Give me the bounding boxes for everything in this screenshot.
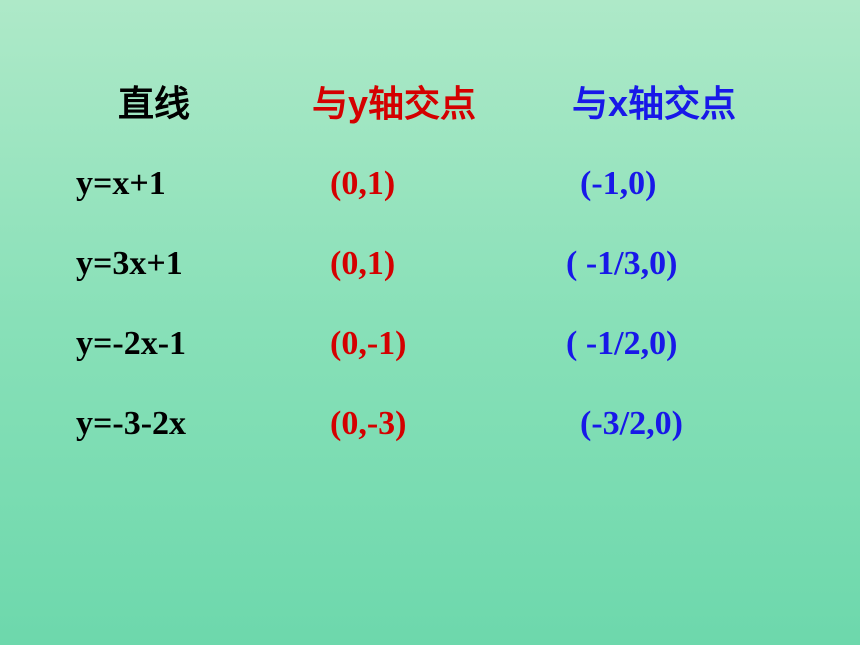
y-intercept-value: (0,1) bbox=[300, 165, 395, 202]
intercepts-table: 直线 与y轴交点 与x轴交点 y=x+1 (0,1) (-1,0) y=3x+1… bbox=[70, 75, 810, 485]
line-equation: y=-2x-1 bbox=[70, 325, 186, 362]
x-intercept-value: (-3/2,0) bbox=[560, 405, 683, 442]
x-intercept-value: ( -1/3,0) bbox=[560, 245, 677, 282]
x-intercept-value: ( -1/2,0) bbox=[560, 325, 677, 362]
table-row: y=-3-2x (0,-3) (-3/2,0) bbox=[70, 405, 810, 443]
line-equation: y=-3-2x bbox=[70, 405, 186, 442]
y-intercept-value: (0,-1) bbox=[300, 325, 406, 362]
y-intercept-value: (0,1) bbox=[300, 245, 395, 282]
line-equation: y=3x+1 bbox=[70, 245, 183, 282]
header-y-intercept: 与y轴交点 bbox=[300, 83, 476, 124]
y-intercept-value: (0,-3) bbox=[300, 405, 406, 442]
table-header-row: 直线 与y轴交点 与x轴交点 bbox=[70, 75, 810, 127]
x-intercept-value: (-1,0) bbox=[560, 165, 656, 202]
table-row: y=3x+1 (0,1) ( -1/3,0) bbox=[70, 245, 810, 283]
header-x-intercept: 与x轴交点 bbox=[560, 83, 736, 124]
table-row: y=x+1 (0,1) (-1,0) bbox=[70, 165, 810, 203]
header-line: 直线 bbox=[70, 83, 190, 124]
line-equation: y=x+1 bbox=[70, 165, 166, 202]
table-row: y=-2x-1 (0,-1) ( -1/2,0) bbox=[70, 325, 810, 363]
